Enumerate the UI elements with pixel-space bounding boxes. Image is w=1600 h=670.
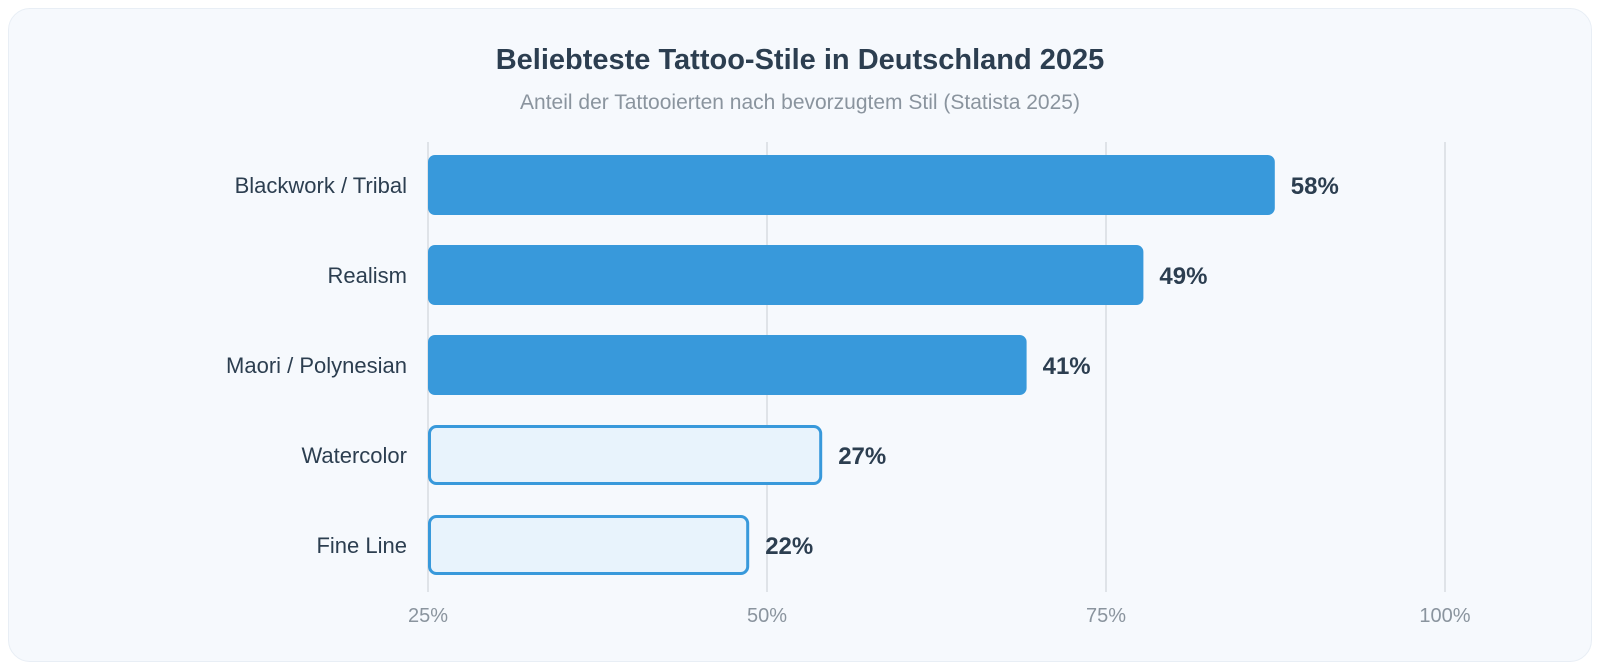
category-label: Fine Line: [316, 533, 407, 558]
category-label: Realism: [328, 263, 407, 288]
category-label: Watercolor: [301, 443, 407, 468]
chart-title: Beliebteste Tattoo-Stile in Deutschland …: [495, 44, 1105, 76]
bar: [428, 515, 750, 575]
data-label: 58%: [1291, 173, 1339, 200]
x-tick-label: 25%: [408, 605, 448, 627]
bar: [428, 425, 823, 485]
x-tick-label: 50%: [747, 605, 787, 627]
bar: [428, 335, 1027, 395]
category-label: Blackwork / Tribal: [235, 173, 407, 198]
data-label: 49%: [1159, 263, 1207, 290]
category-label: Maori / Polynesian: [226, 353, 407, 378]
data-label: 41%: [1043, 353, 1091, 380]
data-label: 27%: [838, 443, 886, 470]
chart-subtitle: Anteil der Tattooierten nach bevorzugtem…: [520, 91, 1080, 114]
bar: [428, 245, 1144, 305]
data-label: 22%: [765, 533, 813, 560]
bar: [428, 155, 1275, 215]
x-tick-label: 100%: [1419, 605, 1470, 627]
x-tick-label: 75%: [1086, 605, 1126, 627]
